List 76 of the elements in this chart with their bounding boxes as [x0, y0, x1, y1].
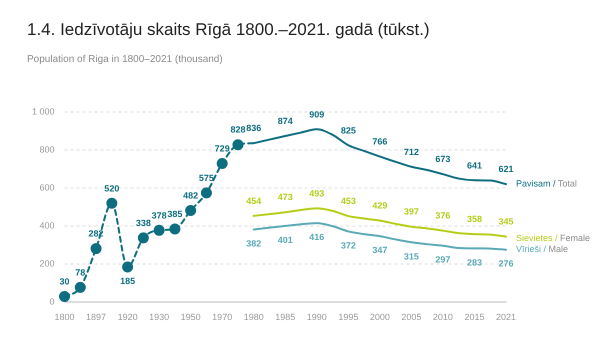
data-label: 276: [498, 258, 514, 269]
data-label: 473: [278, 192, 293, 202]
x-tick-label: 1990: [306, 312, 327, 322]
x-tick-label: 1920: [118, 312, 138, 322]
data-label: 454: [246, 196, 262, 206]
point: [138, 232, 149, 244]
data-label: 429: [372, 200, 388, 211]
series-label: Pavisam / Total: [516, 178, 577, 189]
data-label: 397: [404, 206, 419, 217]
data-label: 729: [214, 144, 230, 154]
point: [169, 223, 180, 234]
y-tick-label: 200: [39, 258, 55, 269]
data-label: 825: [340, 125, 356, 136]
data-label: 909: [309, 109, 324, 120]
x-tick-label: 2010: [432, 312, 453, 322]
y-tick-label: 800: [39, 144, 55, 155]
data-label: 493: [309, 188, 324, 198]
y-tick-label: 600: [39, 182, 55, 193]
point: [122, 262, 134, 273]
point: [59, 290, 70, 302]
x-tick-label: 2000: [370, 312, 390, 322]
data-label: 378: [152, 210, 167, 220]
data-label: 453: [340, 196, 356, 206]
data-label: 416: [309, 232, 324, 242]
data-label: 520: [104, 183, 120, 194]
data-label: 297: [435, 254, 450, 265]
x-tick-label: 1800: [54, 312, 75, 322]
y-tick-label: 1 000: [32, 106, 55, 116]
data-label: 401: [278, 234, 293, 245]
data-label: 338: [136, 218, 151, 228]
x-tick-label: 1950: [180, 312, 201, 322]
data-label: 315: [404, 251, 419, 262]
point: [106, 198, 118, 209]
data-label: 78: [75, 267, 86, 278]
x-tick-label: 1897: [86, 312, 106, 322]
point: [232, 139, 244, 150]
x-tick-label: 1980: [244, 312, 264, 322]
point: [216, 158, 228, 170]
data-label: 641: [466, 160, 482, 170]
data-label: 358: [466, 214, 482, 224]
data-label: 575: [198, 172, 214, 183]
data-label: 673: [435, 154, 450, 164]
point: [154, 224, 165, 236]
x-tick-label: 2021: [496, 312, 516, 322]
x-tick-label: 1970: [212, 312, 232, 322]
x-tick-label: 2005: [401, 312, 422, 322]
chart-subtitle: Population of Riga in 1800–2021 (thousand): [27, 54, 223, 65]
data-label: 482: [183, 190, 198, 201]
chart-title: 1.4. Iedzīvotāju skaits Rīgā 1800.–2021. gadā (tūkst.): [27, 20, 430, 40]
y-tick-label: 0: [50, 296, 55, 307]
data-label: 621: [498, 164, 514, 174]
point: [200, 187, 212, 198]
data-label: 766: [372, 136, 388, 146]
data-label: 345: [498, 216, 514, 227]
data-label: 185: [120, 276, 136, 286]
series-label: Vīrieši / Male: [516, 244, 568, 254]
point: [185, 205, 196, 216]
point: [90, 243, 102, 254]
data-label: 382: [246, 238, 262, 249]
data-label: 836: [246, 123, 262, 134]
point: [74, 282, 86, 293]
x-tick-label: 2015: [464, 312, 484, 322]
data-label: 385: [167, 208, 182, 219]
data-label: 712: [404, 146, 419, 157]
data-label: 30: [60, 276, 70, 286]
data-label: 372: [340, 240, 356, 250]
series-label: Sievietes / Female: [516, 233, 590, 244]
data-label: 376: [435, 210, 450, 221]
data-label: 283: [466, 257, 482, 268]
data-label: 874: [278, 116, 293, 126]
x-tick-label: 1985: [275, 312, 296, 322]
x-tick-label: 1930: [149, 312, 170, 322]
x-tick-label: 1995: [338, 312, 358, 322]
data-label: 347: [372, 245, 388, 256]
data-label: 828: [230, 124, 246, 135]
y-tick-label: 400: [39, 220, 55, 231]
